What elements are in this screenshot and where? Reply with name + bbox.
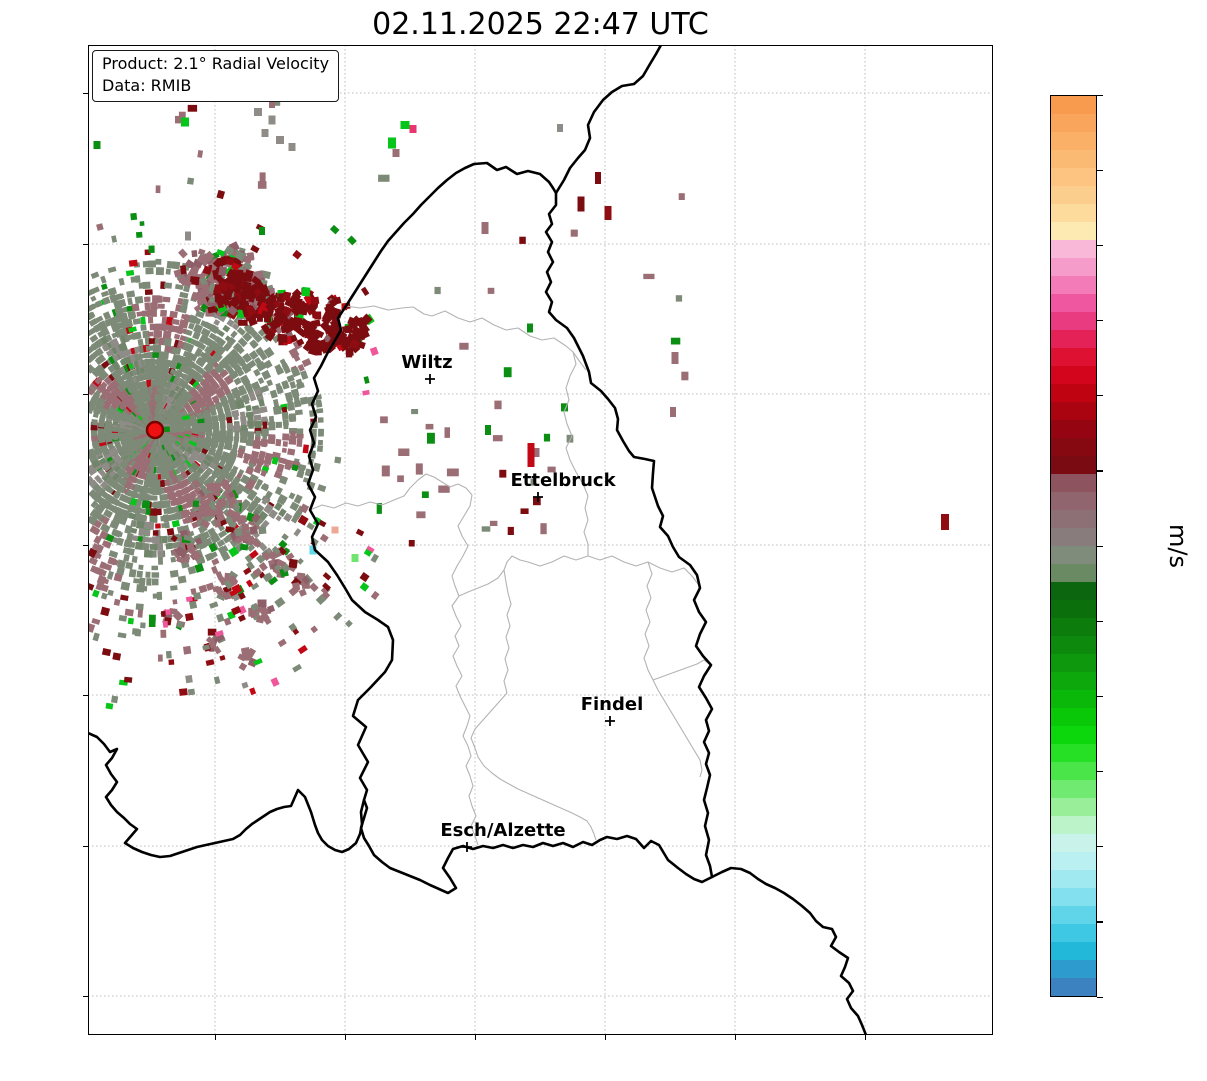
x-tick-mark <box>474 1035 476 1040</box>
colorbar-tick-mark <box>1097 395 1103 397</box>
district-borders <box>309 305 712 846</box>
colorbar-tick-mark <box>1097 94 1103 96</box>
colorbar-tick-mark <box>1097 545 1103 547</box>
colorbar-tick-mark <box>1097 996 1103 998</box>
data-source-line: Data: RMIB <box>102 76 192 95</box>
y-tick-mark <box>83 995 88 997</box>
gridlines <box>89 46 992 1034</box>
y-tick-mark <box>83 845 88 847</box>
city-label: Findel <box>581 694 644 715</box>
colorbar-tick-mark <box>1097 921 1103 923</box>
product-info-box: Product: 2.1° Radial Velocity Data: RMIB <box>92 50 340 102</box>
colorbar-tick-mark <box>1097 620 1103 622</box>
city-plus-marker <box>533 492 543 502</box>
city-plus-marker <box>425 374 435 384</box>
colorbar-unit-label: m/s <box>1164 524 1192 568</box>
colorbar-tick-mark <box>1097 846 1103 848</box>
colorbar-tick-mark <box>1097 320 1103 322</box>
y-tick-mark <box>83 243 88 245</box>
city-plus-marker <box>462 842 472 852</box>
y-tick-mark <box>83 393 88 395</box>
city-label: Wiltz <box>401 352 452 373</box>
city-label: Ettelbruck <box>510 470 616 491</box>
colorbar-tick-mark <box>1097 695 1103 698</box>
y-tick-mark <box>83 544 88 546</box>
x-tick-mark <box>734 1035 736 1040</box>
y-tick-mark <box>83 92 88 94</box>
colorbar <box>1050 95 1097 997</box>
y-tick-mark <box>83 694 88 696</box>
x-tick-mark <box>604 1035 606 1040</box>
city-markers-layer: Wiltz Ettelbruck Findel Esch/Alzette <box>401 352 643 852</box>
radar-site-marker <box>145 420 165 440</box>
radar-echo-layer <box>89 98 949 710</box>
colorbar-tick-mark <box>1097 470 1103 472</box>
city-plus-marker <box>605 716 615 726</box>
x-tick-mark <box>214 1035 216 1040</box>
colorbar-tick-mark <box>1097 771 1103 773</box>
colorbar-tick-mark <box>1097 169 1103 171</box>
x-tick-mark <box>864 1035 866 1040</box>
x-tick-mark <box>344 1035 346 1040</box>
plot-title: 02.11.2025 22:47 UTC <box>372 7 709 42</box>
country-borders <box>89 46 868 1034</box>
city-label: Esch/Alzette <box>440 820 565 841</box>
product-line: Product: 2.1° Radial Velocity <box>102 54 330 73</box>
colorbar-tick-mark <box>1097 244 1103 247</box>
